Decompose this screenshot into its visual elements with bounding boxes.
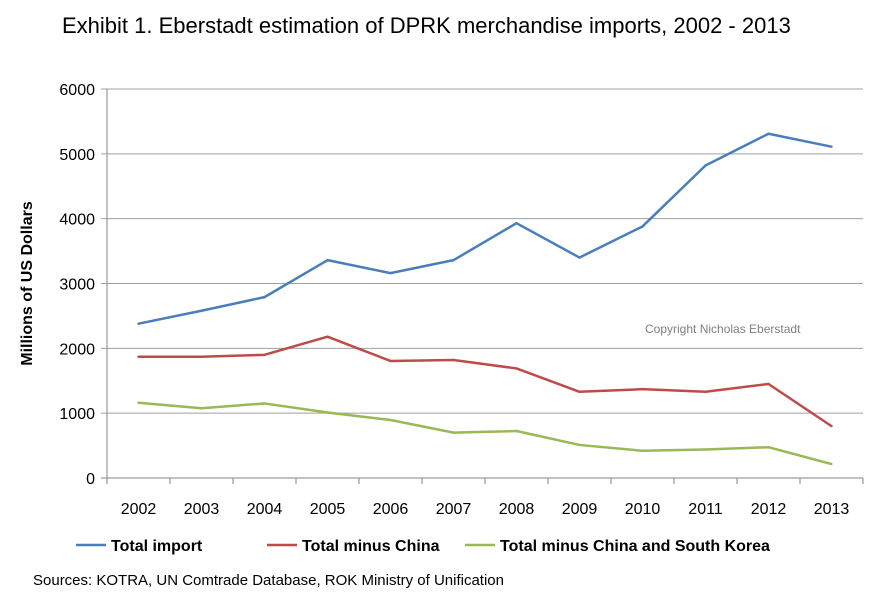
- data-point: [578, 443, 581, 447]
- data-point: [767, 382, 770, 386]
- data-point: [200, 407, 203, 410]
- data-point: [767, 132, 770, 135]
- legend-label: Total minus China: [302, 538, 440, 555]
- data-point: [326, 335, 329, 338]
- data-point: [578, 256, 581, 259]
- x-tick-label: 2007: [436, 501, 472, 518]
- y-tick-label: 0: [86, 471, 95, 488]
- data-point: [830, 424, 833, 428]
- data-point: [389, 418, 392, 422]
- copyright-annotation: Copyright Nicholas Eberstadt: [645, 322, 801, 336]
- data-point: [452, 358, 455, 362]
- data-point: [137, 322, 140, 325]
- series-line-0: [138, 132, 832, 325]
- data-point: [515, 429, 518, 433]
- data-point: [389, 359, 392, 363]
- data-point: [452, 258, 455, 262]
- x-tick-label: 2012: [751, 501, 787, 518]
- data-point: [263, 353, 266, 357]
- data-point: [830, 462, 833, 466]
- x-tick-label: 2004: [247, 501, 283, 518]
- data-point: [515, 367, 518, 370]
- y-tick-label: 3000: [59, 277, 95, 294]
- y-tick-label: 2000: [59, 341, 95, 358]
- data-point: [263, 402, 266, 405]
- data-point: [515, 222, 518, 225]
- x-tick-label: 2003: [184, 501, 220, 518]
- data-point: [263, 295, 266, 299]
- x-tick-label: 2013: [814, 501, 850, 518]
- x-tick-label: 2010: [625, 501, 661, 518]
- data-point: [326, 411, 329, 414]
- sources-note: Sources: KOTRA, UN Comtrade Database, RO…: [33, 572, 504, 589]
- x-tick-label: 2009: [562, 501, 598, 518]
- data-point: [830, 145, 833, 148]
- data-point: [767, 446, 770, 449]
- data-point: [137, 401, 140, 404]
- x-tick-label: 2006: [373, 501, 409, 518]
- data-point: [641, 449, 644, 452]
- data-point: [704, 448, 707, 451]
- x-tick-label: 2005: [310, 501, 346, 518]
- legend-label: Total minus China and South Korea: [500, 538, 770, 555]
- data-point: [578, 390, 581, 393]
- chart-title: Exhibit 1. Eberstadt estimation of DPRK …: [62, 13, 791, 38]
- y-tick-label: 4000: [59, 212, 95, 229]
- data-point: [200, 309, 203, 312]
- y-tick-label: 1000: [59, 406, 95, 423]
- data-point: [641, 387, 644, 391]
- data-point: [389, 271, 392, 275]
- series-line-1: [138, 335, 833, 428]
- x-tick-label: 2008: [499, 501, 535, 518]
- y-axis-label: Millions of US Dollars: [19, 201, 36, 366]
- data-point: [704, 390, 707, 393]
- data-point: [641, 225, 644, 228]
- series-line-2: [138, 401, 832, 466]
- x-tick-label: 2011: [688, 501, 723, 518]
- legend-label: Total import: [111, 538, 203, 555]
- data-point: [704, 164, 707, 167]
- data-point: [326, 258, 329, 262]
- data-point: [137, 355, 140, 358]
- data-point: [200, 355, 203, 358]
- y-tick-label: 5000: [59, 147, 95, 164]
- x-tick-label: 2002: [121, 501, 157, 518]
- data-point: [452, 431, 455, 434]
- y-tick-label: 6000: [59, 82, 95, 99]
